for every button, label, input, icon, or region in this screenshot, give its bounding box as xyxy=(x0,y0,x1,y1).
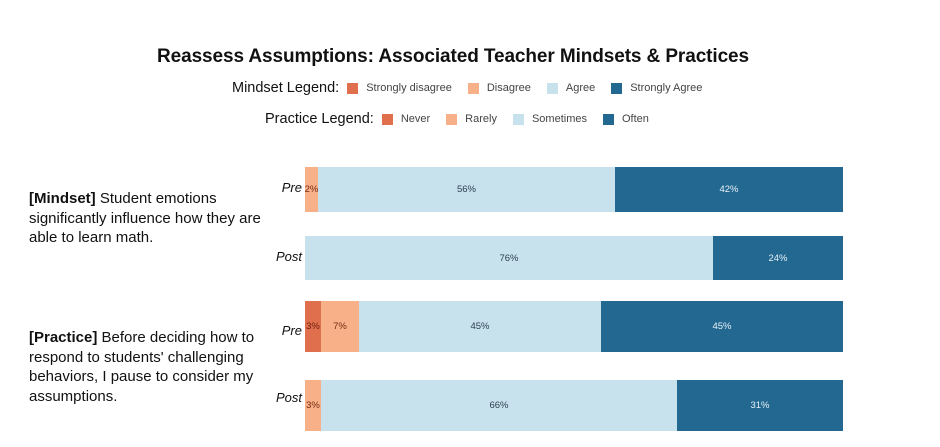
segment-often: 31% xyxy=(677,380,843,431)
swatch-often xyxy=(603,113,614,125)
swatch-never xyxy=(381,113,393,125)
legend-item-strongly-agree: Strongly Agree xyxy=(611,82,702,94)
segment-sometimes: 45% xyxy=(359,301,601,352)
swatch-strongly-agree xyxy=(611,82,623,94)
segment-often: 45% xyxy=(601,301,843,352)
mindset-question-text: Student emotions significantly influence… xyxy=(29,190,261,246)
row-label-mindset-post: Post xyxy=(275,249,302,264)
mindset-legend: Mindset Legend: Strongly disagree Disagr… xyxy=(232,78,718,98)
segment-rarely: 7% xyxy=(321,301,359,352)
row-label-practice-pre: Pre xyxy=(281,323,302,338)
practice-question: [Practice] Before deciding how to respon… xyxy=(29,328,264,406)
swatch-agree xyxy=(546,82,558,94)
swatch-rarely xyxy=(446,113,458,125)
legend-item-sometimes: Sometimes xyxy=(512,113,587,125)
segment-strongly-agree: 24% xyxy=(713,236,843,280)
practice-question-text: Before deciding how to respond to studen… xyxy=(29,329,255,405)
practice-question-tag: [Practice] xyxy=(29,329,98,346)
bar-mindset-post: 76% 24% xyxy=(305,236,843,280)
bar-practice-pre: 3% 7% 45% 45% xyxy=(305,301,843,352)
segment-rarely: 3% xyxy=(305,380,321,431)
row-label-practice-post: Post xyxy=(275,390,302,405)
segment-sometimes: 66% xyxy=(321,380,677,431)
legend-item-never: Never xyxy=(381,113,430,125)
segment-never: 3% xyxy=(305,301,321,352)
legend-item-rarely: Rarely xyxy=(446,113,497,125)
row-label-mindset-pre: Pre xyxy=(281,180,302,195)
swatch-sometimes xyxy=(512,113,524,125)
legend-item-strongly-disagree: Strongly disagree xyxy=(347,82,452,94)
chart-title: Reassess Assumptions: Associated Teacher… xyxy=(157,46,749,67)
legend-item-agree: Agree xyxy=(546,82,595,94)
legend-item-often: Often xyxy=(603,113,649,125)
mindset-question: [Mindset] Student emotions significantly… xyxy=(29,189,269,248)
segment-disagree: 2% xyxy=(305,167,318,212)
swatch-disagree xyxy=(467,82,479,94)
mindset-question-tag: [Mindset] xyxy=(29,190,96,207)
segment-agree: 76% xyxy=(305,236,713,280)
swatch-strongly-disagree xyxy=(347,82,359,94)
segment-strongly-agree: 42% xyxy=(615,167,843,212)
legend-item-disagree: Disagree xyxy=(467,82,531,94)
practice-legend: Practice Legend: Never Rarely Sometimes … xyxy=(265,109,665,129)
segment-agree: 56% xyxy=(318,167,615,212)
mindset-legend-label: Mindset Legend: xyxy=(232,80,340,96)
bar-practice-post: 3% 66% 31% xyxy=(305,380,843,431)
bar-mindset-pre: 2% 56% 42% xyxy=(305,167,843,212)
practice-legend-label: Practice Legend: xyxy=(265,111,374,127)
